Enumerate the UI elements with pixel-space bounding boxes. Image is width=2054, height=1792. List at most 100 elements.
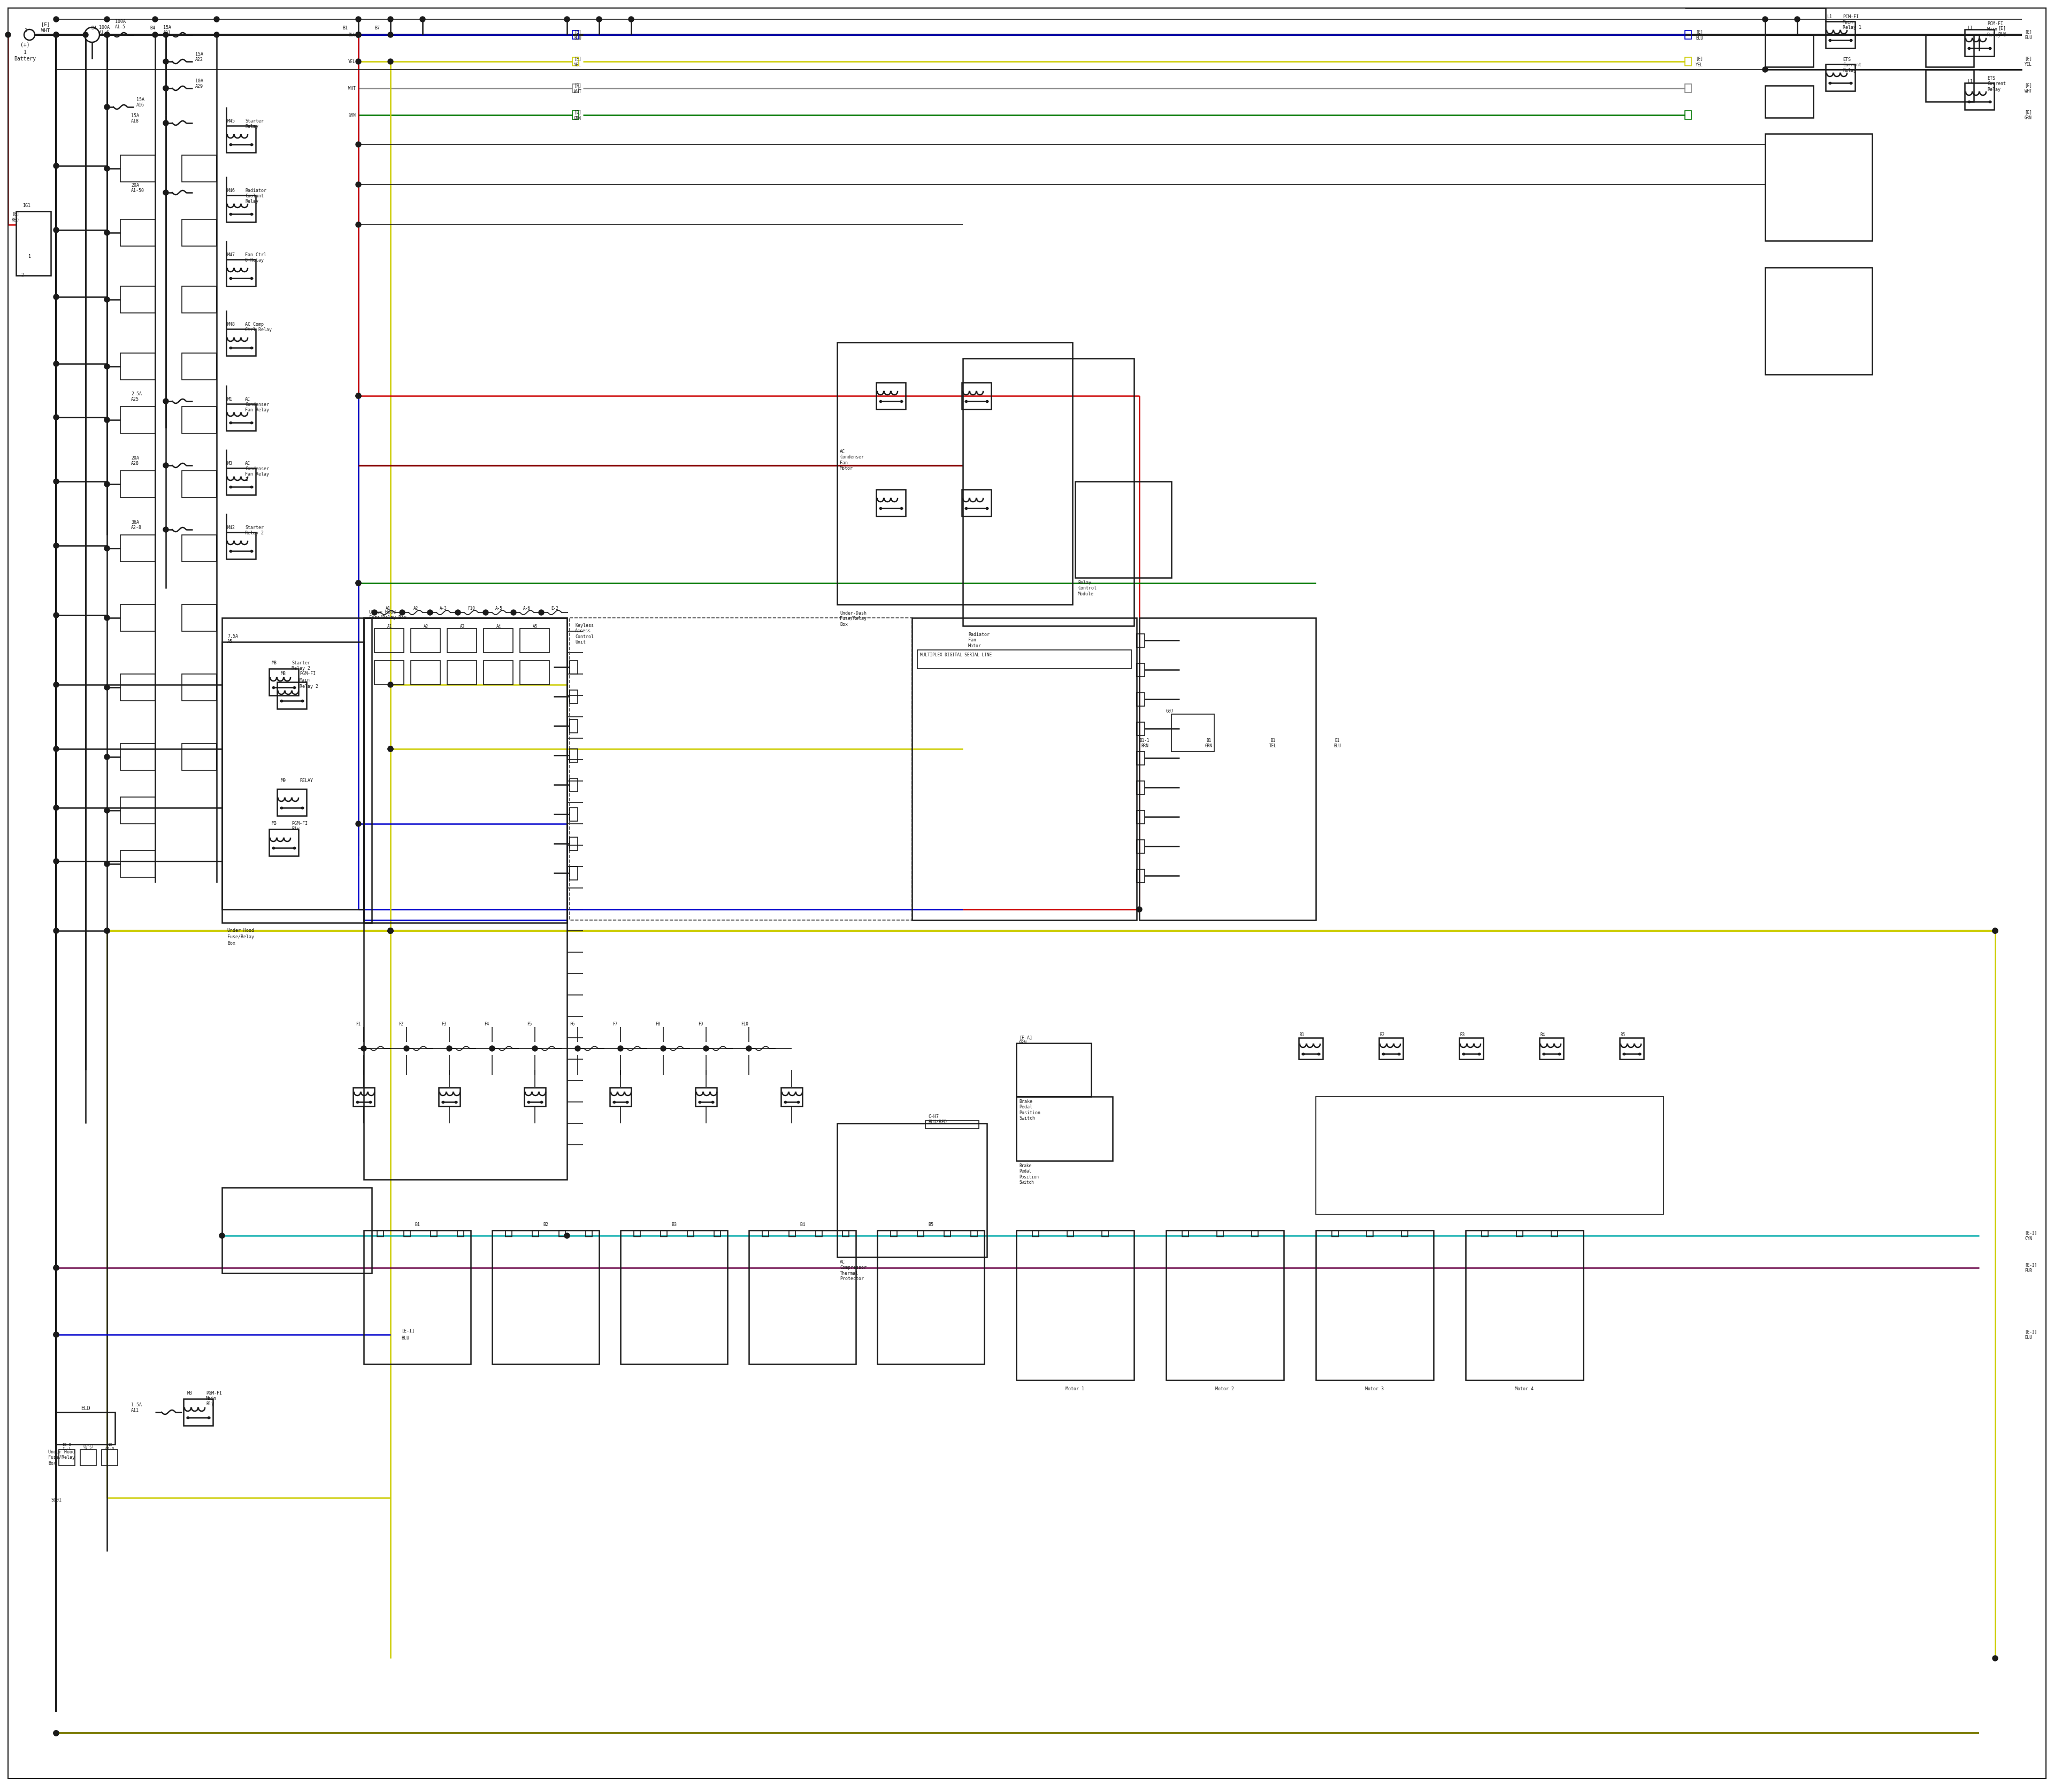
Text: [E-I]
BLU: [E-I] BLU xyxy=(2025,1330,2038,1340)
Text: B7: B7 xyxy=(374,25,380,30)
Text: BLU: BLU xyxy=(349,32,355,38)
Circle shape xyxy=(162,190,168,195)
Text: B4: B4 xyxy=(799,1222,805,1228)
Text: WHT: WHT xyxy=(349,86,355,91)
Bar xyxy=(277,683,306,710)
Bar xyxy=(1171,715,1214,751)
Bar xyxy=(80,1450,97,1466)
Text: Main
Rly: Main Rly xyxy=(205,1396,216,1407)
Bar xyxy=(222,1188,372,1272)
Bar xyxy=(226,468,255,495)
Circle shape xyxy=(105,418,109,423)
Text: PCM-FI: PCM-FI xyxy=(1842,14,1859,20)
Bar xyxy=(226,125,255,152)
Bar xyxy=(815,1231,822,1236)
Text: PGM-FI: PGM-FI xyxy=(205,1391,222,1396)
Text: A29: A29 xyxy=(195,84,203,90)
Bar xyxy=(891,1231,898,1236)
Bar xyxy=(1966,29,1994,56)
Text: L1: L1 xyxy=(1968,25,1972,30)
Circle shape xyxy=(372,609,378,615)
Text: Fan Ctrl: Fan Ctrl xyxy=(244,253,267,258)
Text: F4: F4 xyxy=(485,1021,489,1027)
Text: 20A
A28: 20A A28 xyxy=(131,455,140,466)
Circle shape xyxy=(162,59,168,65)
Text: A11: A11 xyxy=(131,1409,140,1412)
Text: 10A: 10A xyxy=(195,79,203,84)
Circle shape xyxy=(53,294,60,299)
Circle shape xyxy=(532,1047,538,1052)
Circle shape xyxy=(388,928,392,934)
Bar xyxy=(269,668,298,695)
Bar xyxy=(1140,618,1317,919)
Circle shape xyxy=(53,360,60,366)
Bar xyxy=(1317,1097,1664,1215)
Circle shape xyxy=(355,32,362,38)
Bar xyxy=(1251,1231,1257,1236)
Bar xyxy=(1136,869,1144,883)
Text: Ctrl Relay: Ctrl Relay xyxy=(244,328,271,332)
Text: F10: F10 xyxy=(468,606,474,611)
Text: Radiator: Radiator xyxy=(244,188,267,194)
Text: PGM-FI: PGM-FI xyxy=(300,672,316,676)
Bar xyxy=(1826,22,1855,48)
Circle shape xyxy=(53,32,60,38)
Text: RELAY: RELAY xyxy=(300,778,312,783)
Text: B1
TEL: B1 TEL xyxy=(1269,738,1278,749)
Bar xyxy=(715,1231,721,1236)
Bar xyxy=(1927,34,1974,66)
Text: R2: R2 xyxy=(1380,1032,1384,1038)
Text: A-5: A-5 xyxy=(495,606,503,611)
Bar xyxy=(1033,1231,1039,1236)
Bar xyxy=(222,642,364,909)
Circle shape xyxy=(105,808,109,814)
Text: BLU: BLU xyxy=(401,1335,409,1340)
Bar xyxy=(1538,1038,1563,1059)
Circle shape xyxy=(53,1731,60,1736)
Bar xyxy=(1684,84,1690,93)
Text: B1: B1 xyxy=(343,25,347,30)
Bar xyxy=(121,471,156,498)
Bar xyxy=(269,830,298,857)
Circle shape xyxy=(53,32,60,38)
Text: BLU: BLU xyxy=(1697,36,1703,41)
Circle shape xyxy=(105,685,109,690)
Bar xyxy=(532,1231,538,1236)
Bar xyxy=(762,1231,768,1236)
Text: Radiator
Fan
Motor: Radiator Fan Motor xyxy=(967,633,990,649)
Circle shape xyxy=(53,683,60,688)
Circle shape xyxy=(388,745,392,751)
Circle shape xyxy=(162,32,168,38)
Bar xyxy=(431,1231,438,1236)
Bar xyxy=(493,1231,600,1364)
Text: A-6: A-6 xyxy=(524,606,530,611)
Text: 2: 2 xyxy=(244,477,249,482)
Circle shape xyxy=(388,928,392,934)
Bar xyxy=(1017,1097,1113,1161)
Text: Fuse/Relay Box: Fuse/Relay Box xyxy=(370,615,407,620)
Text: Starter: Starter xyxy=(244,525,263,530)
Bar xyxy=(1764,34,1814,66)
Text: YEL: YEL xyxy=(573,63,581,68)
Bar xyxy=(661,1231,668,1236)
Bar xyxy=(781,1088,803,1106)
Bar xyxy=(912,618,1136,919)
Text: [E]
YEL: [E] YEL xyxy=(2025,56,2031,66)
Text: Motor 2: Motor 2 xyxy=(1216,1387,1234,1391)
Circle shape xyxy=(1136,907,1142,912)
Bar xyxy=(1331,1231,1339,1236)
Circle shape xyxy=(1992,928,1999,934)
Bar xyxy=(877,382,906,409)
Text: AC
Compressor
Thermal
Protector: AC Compressor Thermal Protector xyxy=(840,1260,867,1281)
Bar xyxy=(1167,1231,1284,1380)
Text: Starter: Starter xyxy=(244,118,263,124)
Text: M8: M8 xyxy=(271,661,277,665)
Bar xyxy=(569,661,577,674)
Bar xyxy=(877,489,906,516)
Bar xyxy=(226,532,255,559)
Bar xyxy=(183,536,216,561)
Text: PGM-FI
Rly: PGM-FI Rly xyxy=(292,821,308,831)
Text: [E]: [E] xyxy=(573,29,581,34)
Text: [E]: [E] xyxy=(573,82,581,88)
Circle shape xyxy=(53,478,60,484)
